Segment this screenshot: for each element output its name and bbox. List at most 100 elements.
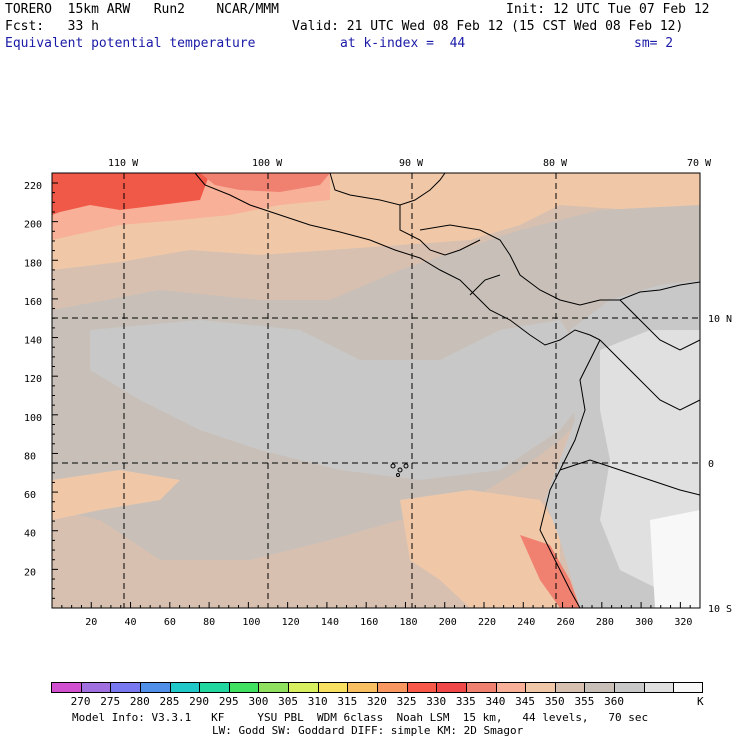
colorbar-label: 275 bbox=[100, 695, 121, 708]
colorbar-swatch bbox=[51, 682, 81, 693]
galapagos-island-3 bbox=[403, 463, 409, 469]
lon-labels: 110 W 100 W 90 W 80 W 70 W bbox=[108, 158, 712, 169]
y-tick-labels: 220 200 180 160 140 120 100 80 60 40 20 bbox=[24, 181, 42, 578]
colorbar-label: 360 bbox=[604, 695, 624, 708]
colorbar-label: 350 bbox=[544, 695, 565, 708]
x-tick-label: 160 bbox=[360, 617, 378, 628]
colorbar-label: 310 bbox=[307, 695, 328, 708]
colorbar-swatch bbox=[673, 682, 704, 693]
y-tick-label: 80 bbox=[24, 451, 36, 462]
colorbar-label: 345 bbox=[515, 695, 536, 708]
y-tick-label: 200 bbox=[24, 220, 42, 231]
colorbar-swatch bbox=[614, 682, 645, 693]
x-tick-label: 260 bbox=[557, 617, 575, 628]
x-tick-label: 320 bbox=[674, 617, 692, 628]
model-info: Model Info: V3.3.1 KF YSU PBL WDM 6class… bbox=[72, 711, 649, 724]
field-name: Equivalent potential temperature bbox=[5, 36, 256, 51]
x-tick-label: 40 bbox=[125, 617, 137, 628]
colorbar-swatch bbox=[80, 682, 111, 693]
x-tick-label: 240 bbox=[517, 617, 535, 628]
y-tick-label: 180 bbox=[24, 258, 42, 269]
colorbar-swatch bbox=[110, 682, 141, 693]
colorbar-label: 330 bbox=[426, 695, 447, 708]
border-ecuador-peru bbox=[559, 459, 701, 496]
colorbar-label: 280 bbox=[129, 695, 150, 708]
border-colombia bbox=[599, 339, 701, 411]
land-white bbox=[650, 510, 700, 608]
galapagos-island-1 bbox=[390, 463, 396, 469]
colorbar-swatch bbox=[258, 682, 289, 693]
x-tick-label: 80 bbox=[203, 617, 215, 628]
border-nicaragua bbox=[469, 274, 501, 296]
y-tick-label: 220 bbox=[24, 181, 42, 192]
x-tick-label: 200 bbox=[439, 617, 457, 628]
peach-band-south bbox=[400, 490, 560, 608]
colorbar-swatch bbox=[465, 682, 496, 693]
south-america-pacific-coast bbox=[539, 339, 601, 609]
colorbar-swatch bbox=[228, 682, 259, 693]
colorbar-swatch bbox=[406, 682, 437, 693]
colorbar-swatch bbox=[139, 682, 170, 693]
lon-label: 70 W bbox=[687, 158, 712, 169]
colorbar-label: 335 bbox=[455, 695, 476, 708]
y-tick-label: 20 bbox=[24, 567, 36, 578]
colorbar-swatch bbox=[525, 682, 556, 693]
colorbar-swatch bbox=[643, 682, 674, 693]
y-tick-label: 100 bbox=[24, 413, 42, 424]
colorbar-swatch bbox=[584, 682, 615, 693]
lon-label: 90 W bbox=[399, 158, 424, 169]
colorbar-label: 305 bbox=[278, 695, 298, 708]
colorbar-label: 285 bbox=[159, 695, 180, 708]
central-america-pacific-coast bbox=[194, 172, 601, 346]
x-tick-label: 300 bbox=[635, 617, 653, 628]
colorbar-swatch bbox=[317, 682, 348, 693]
x-tick-label: 100 bbox=[242, 617, 260, 628]
x-tick-label: 220 bbox=[478, 617, 496, 628]
red-coast-peru bbox=[520, 535, 580, 608]
red-area-nw bbox=[52, 173, 210, 215]
lon-label: 110 W bbox=[108, 158, 139, 169]
lon-label: 80 W bbox=[543, 158, 568, 169]
lat-label: 10 N bbox=[708, 314, 732, 325]
colorbar-swatch bbox=[288, 682, 319, 693]
colorbar-label: 315 bbox=[337, 695, 358, 708]
x-tick-label: 280 bbox=[596, 617, 614, 628]
colorbar-swatch bbox=[495, 682, 526, 693]
axis-ticks bbox=[51, 182, 701, 609]
galapagos-island-4 bbox=[396, 473, 400, 477]
lat-labels: 10 N 0 10 S bbox=[708, 314, 732, 615]
smoothing-info: sm= 2 bbox=[634, 36, 674, 51]
lat-label: 10 S bbox=[708, 604, 732, 615]
level-info: at k-index = 44 bbox=[340, 36, 466, 51]
valid-time: Valid: 21 UTC Wed 08 Feb 12 (15 CST Wed … bbox=[292, 19, 684, 34]
colorbar-label: 325 bbox=[396, 695, 417, 708]
y-tick-label: 160 bbox=[24, 297, 42, 308]
lighter-gray-region bbox=[90, 320, 600, 480]
x-tick-label: 140 bbox=[321, 617, 339, 628]
border-venezuela bbox=[619, 299, 701, 351]
x-tick-label: 60 bbox=[164, 617, 176, 628]
galapagos-island-2 bbox=[397, 467, 403, 473]
red-area-coast bbox=[200, 173, 330, 192]
colorbar-swatch bbox=[436, 682, 467, 693]
caribbean-coast bbox=[419, 224, 701, 306]
coastlines bbox=[194, 172, 701, 609]
colorbar-swatch bbox=[169, 682, 200, 693]
lon-label: 100 W bbox=[252, 158, 283, 169]
forecast-hour: Fcst: 33 h bbox=[5, 19, 99, 34]
colorbar-swatch bbox=[347, 682, 378, 693]
colorbar-swatch bbox=[199, 682, 230, 693]
y-tick-label: 40 bbox=[24, 529, 36, 540]
colorbar-swatch bbox=[377, 682, 407, 693]
colorbar-swatch bbox=[554, 682, 585, 693]
x-tick-label: 180 bbox=[399, 617, 417, 628]
y-tick-label: 120 bbox=[24, 374, 42, 385]
x-tick-label: 20 bbox=[85, 617, 97, 628]
init-time: Init: 12 UTC Tue 07 Feb 12 bbox=[506, 2, 710, 17]
colorbar-label: 290 bbox=[189, 695, 210, 708]
colorbar-label: 270 bbox=[70, 695, 91, 708]
border-guatemala bbox=[399, 205, 481, 256]
lat-lon-grid bbox=[52, 173, 700, 608]
lat-label: 0 bbox=[708, 459, 714, 470]
colorbar-label: 300 bbox=[248, 695, 269, 708]
